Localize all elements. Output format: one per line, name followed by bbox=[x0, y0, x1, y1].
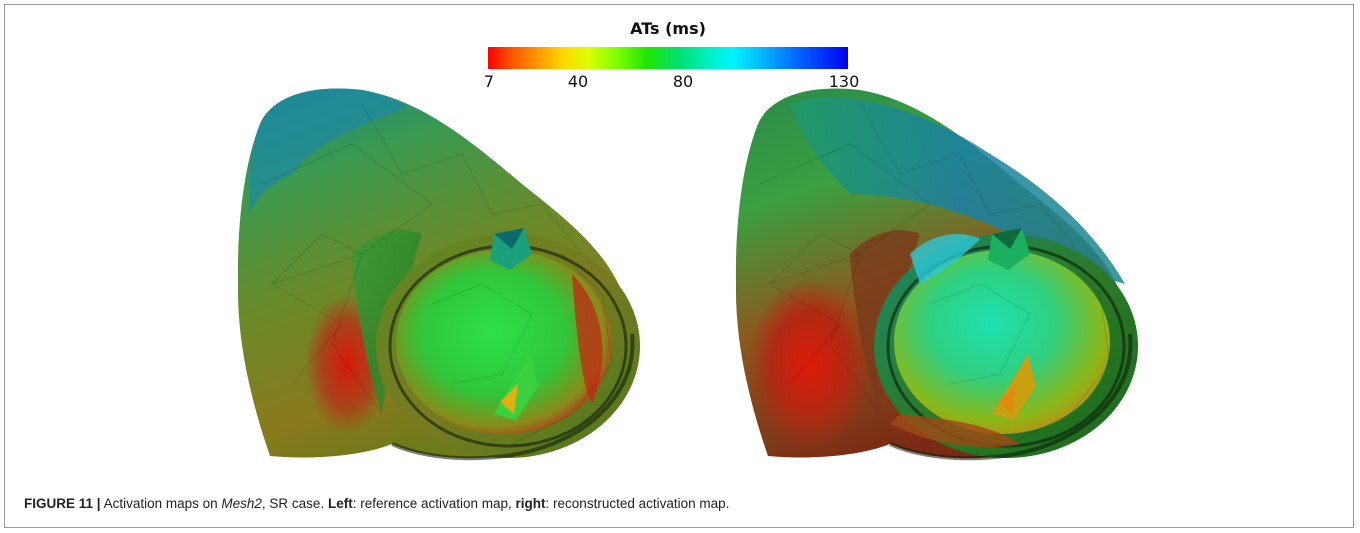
caption-text-3: : reference activation map, bbox=[352, 496, 516, 511]
caption-mesh-name: Mesh2 bbox=[221, 496, 262, 511]
colorbar-tick-7: 7 bbox=[483, 72, 495, 91]
colorbar-tick-130: 130 bbox=[828, 72, 860, 91]
colorbar-tick-80: 80 bbox=[672, 72, 694, 91]
reconstructed-activation-map bbox=[735, 88, 1138, 461]
colorbar-title: ATs (ms) bbox=[630, 19, 706, 38]
caption-text-2: , SR case. bbox=[261, 496, 328, 511]
figure-caption: FIGURE 11 | Activation maps on Mesh2, SR… bbox=[24, 496, 729, 511]
colorbar bbox=[488, 47, 848, 69]
caption-right-label: right bbox=[515, 496, 546, 511]
figure-label: FIGURE 11 | bbox=[24, 496, 101, 511]
caption-text-4: : reconstructed activation map. bbox=[545, 496, 730, 511]
colorbar-tick-40: 40 bbox=[567, 72, 589, 91]
reference-activation-map bbox=[237, 88, 640, 461]
figure-frame bbox=[4, 4, 1354, 528]
caption-left-label: Left bbox=[327, 496, 353, 511]
caption-text-1: Activation maps on bbox=[100, 496, 222, 511]
